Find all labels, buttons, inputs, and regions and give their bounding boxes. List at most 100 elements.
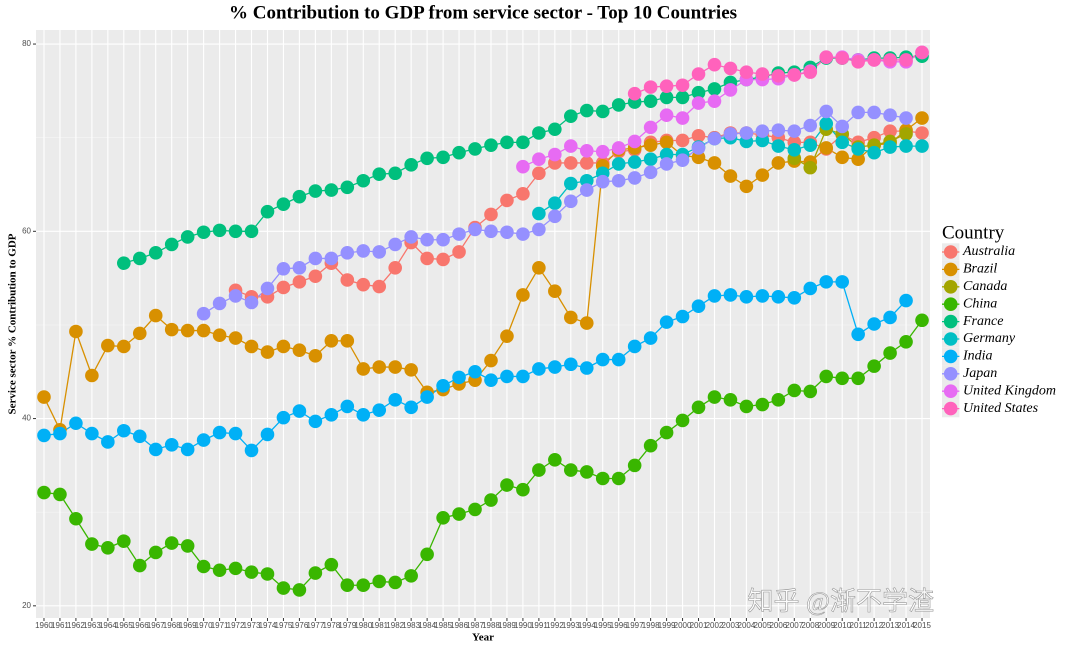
point xyxy=(180,323,195,338)
point xyxy=(484,373,498,387)
point xyxy=(564,357,578,372)
y-tick-label: 80 xyxy=(22,39,31,48)
point xyxy=(196,559,211,574)
point xyxy=(707,289,722,303)
point xyxy=(659,90,674,105)
point xyxy=(691,150,706,165)
point xyxy=(324,557,339,572)
point xyxy=(484,138,498,152)
point xyxy=(707,156,722,170)
point xyxy=(324,183,339,197)
point xyxy=(276,261,291,276)
point xyxy=(516,369,530,384)
point xyxy=(500,369,514,384)
point xyxy=(643,438,658,453)
point xyxy=(196,433,211,447)
point xyxy=(260,427,275,442)
point xyxy=(659,135,674,150)
point xyxy=(244,565,259,579)
x-tick-label: 1980 xyxy=(354,621,372,630)
legend-point xyxy=(943,314,958,329)
x-tick-label: 2004 xyxy=(738,621,756,630)
point xyxy=(819,275,834,289)
point xyxy=(643,120,658,135)
point xyxy=(388,360,402,374)
point xyxy=(564,176,578,191)
point xyxy=(611,157,626,171)
point xyxy=(452,507,466,521)
point xyxy=(851,105,865,120)
x-tick-label: 1966 xyxy=(131,621,149,630)
point xyxy=(915,45,929,60)
point xyxy=(356,244,371,258)
point xyxy=(803,65,818,79)
point xyxy=(835,51,849,65)
point xyxy=(308,349,323,363)
point xyxy=(164,237,179,252)
watermark: 知乎 @渐不学渣 xyxy=(748,587,934,616)
point xyxy=(420,232,434,247)
x-tick-label: 2002 xyxy=(706,621,724,630)
point xyxy=(899,111,913,125)
point xyxy=(643,165,658,180)
x-tick-label: 1989 xyxy=(498,621,516,630)
point xyxy=(739,65,754,79)
x-tick-label: 1999 xyxy=(658,621,676,630)
legend-point xyxy=(943,367,958,381)
point xyxy=(675,111,690,125)
point xyxy=(372,245,387,259)
point xyxy=(180,230,195,244)
point xyxy=(468,222,482,237)
x-tick-label: 2000 xyxy=(674,621,692,630)
point xyxy=(883,124,897,138)
point xyxy=(308,414,323,429)
point xyxy=(723,169,738,183)
point xyxy=(85,537,99,551)
x-tick-label: 1997 xyxy=(626,621,644,630)
point xyxy=(117,423,131,438)
point xyxy=(771,123,786,137)
point xyxy=(691,96,706,110)
point xyxy=(548,284,562,299)
point xyxy=(484,353,498,368)
point xyxy=(659,108,674,123)
x-tick-label: 1998 xyxy=(642,621,660,630)
point xyxy=(117,534,131,549)
x-tick-label: 2014 xyxy=(897,621,915,630)
point xyxy=(755,289,770,303)
point xyxy=(372,574,387,589)
x-tick-label: 1971 xyxy=(211,621,229,630)
point xyxy=(548,196,562,211)
legend-label: United Kingdom xyxy=(963,383,1056,398)
point xyxy=(260,345,275,359)
legend-point xyxy=(943,332,958,346)
point xyxy=(404,400,418,415)
point xyxy=(899,334,913,349)
point xyxy=(659,425,674,440)
point xyxy=(164,322,179,337)
legend-label: Brazil xyxy=(963,262,997,277)
x-tick-label: 1972 xyxy=(227,621,245,630)
point xyxy=(372,167,387,181)
point xyxy=(388,261,402,275)
point xyxy=(212,563,227,578)
point xyxy=(37,485,51,500)
point xyxy=(835,135,849,150)
point xyxy=(627,155,642,169)
point xyxy=(324,334,339,348)
point xyxy=(276,581,291,595)
point xyxy=(851,55,865,69)
point xyxy=(643,138,658,152)
point xyxy=(595,471,610,486)
point xyxy=(691,141,706,155)
point xyxy=(148,442,163,457)
x-tick-label: 1974 xyxy=(259,621,277,630)
point xyxy=(883,140,897,154)
point xyxy=(292,343,307,358)
point xyxy=(212,425,227,440)
point xyxy=(915,126,929,140)
point xyxy=(771,69,786,83)
point xyxy=(851,371,865,386)
point xyxy=(883,108,897,123)
